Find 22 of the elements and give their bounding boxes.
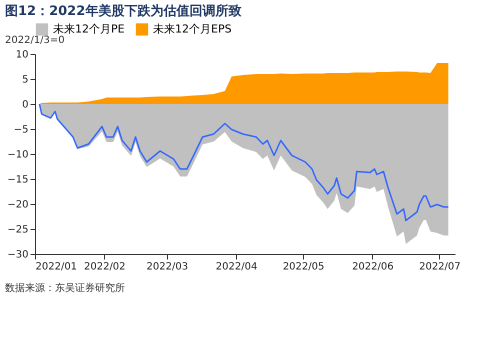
x-tick-label: 2022/03 (146, 262, 188, 272)
x-tick-label: 2022/04 (216, 262, 258, 272)
x-tick-label: 2022/07 (419, 262, 461, 272)
y-tick-label: −15 (7, 174, 28, 186)
y-tick-label: −30 (7, 250, 28, 260)
line-series (38, 103, 450, 222)
x-tick-label: 2022/06 (352, 262, 394, 272)
y-tick-label: 5 (22, 74, 28, 86)
legend-label: 未来12个月EPS (153, 22, 232, 36)
y-tick-label: −25 (7, 224, 28, 236)
legend-label: 未来12个月PE (53, 22, 125, 36)
y-tick-label: −5 (14, 124, 28, 136)
y-tick-label: −10 (7, 150, 28, 160)
y-tick-label: 10 (16, 50, 28, 60)
text: 2022/1/3=0 (5, 35, 65, 46)
chart-title: 图12：2022年美股下跌为估值回调所致 (5, 3, 242, 19)
x-tick-label: 2022/05 (282, 262, 324, 272)
y-tick-label: 0 (22, 100, 28, 110)
x-tick-label: 2022/02 (84, 262, 126, 272)
x-tick-label: 2022/01 (36, 262, 78, 272)
y-tick-label: −20 (7, 200, 28, 210)
source-note: 数据来源：东吴证券研究所 (5, 282, 125, 294)
